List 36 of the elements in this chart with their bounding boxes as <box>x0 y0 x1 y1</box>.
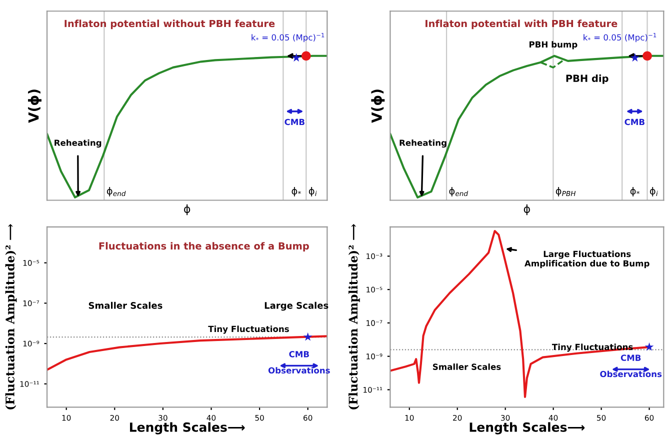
text: k$_{*}$ = 0.05 (Mpc)$^{−1}$ <box>584 32 656 42</box>
y-axis-title: V(ϕ) <box>28 90 42 123</box>
y-axis-title: (Fluctuation Amplitude)² ⟶ <box>5 224 17 410</box>
annotation: ϕ$_{i}$ <box>308 187 317 196</box>
annotation: ϕ$_{end}$ <box>449 187 468 196</box>
annotation: Smaller Scales <box>88 302 162 309</box>
annotation: ϕ$_{PBH}$ <box>556 187 576 196</box>
chart-title: Inflaton potential with PBH feature <box>426 20 618 30</box>
annotation: Reheating <box>400 139 446 148</box>
y-axis-title: V(ϕ) <box>371 90 385 123</box>
y-axis-title: (Fluctuation Amplitude)² ⟶ <box>348 224 360 410</box>
annotation: ϕ$_{*}$ <box>292 187 301 196</box>
annotation: ϕ$_{end}$ <box>106 187 126 196</box>
annotation: CMB <box>284 118 304 126</box>
annotation: CMB <box>620 354 641 361</box>
x-axis-title: ϕ <box>524 204 530 216</box>
annotation: Observations <box>268 367 330 374</box>
x-axis-title: Length Scales⟶ <box>470 422 585 434</box>
x-axis-title: ϕ <box>184 204 190 216</box>
annotation: Reheating <box>54 139 102 148</box>
annotation: CMB <box>624 118 644 126</box>
chart-title: Inflaton potential without PBH feature <box>64 20 275 30</box>
text: Fluctuations in the absence of a Bump <box>99 242 309 252</box>
annotation: Observations <box>600 370 662 378</box>
annotation: Tiny Fluctuations <box>208 326 289 334</box>
text: k$_{*}$ = 0.05 (Mpc)$^{−1}$ <box>252 32 324 42</box>
x-axis-title: Length Scales⟶ <box>130 422 245 434</box>
annotation: Large Scales <box>264 302 328 311</box>
annotation: CMB <box>289 351 309 358</box>
text: PBH bump <box>530 41 578 50</box>
annotation: Tiny Fluctuations <box>552 344 633 352</box>
annotation: ϕ$_{i}$ <box>650 187 658 196</box>
annotation: ϕ$_{*}$ <box>630 187 640 196</box>
annotation: Smaller Scales <box>433 363 501 370</box>
annotation: Large Fluctuations Amplification due to Bump <box>524 250 650 268</box>
annotation: PBH dip <box>566 74 608 84</box>
